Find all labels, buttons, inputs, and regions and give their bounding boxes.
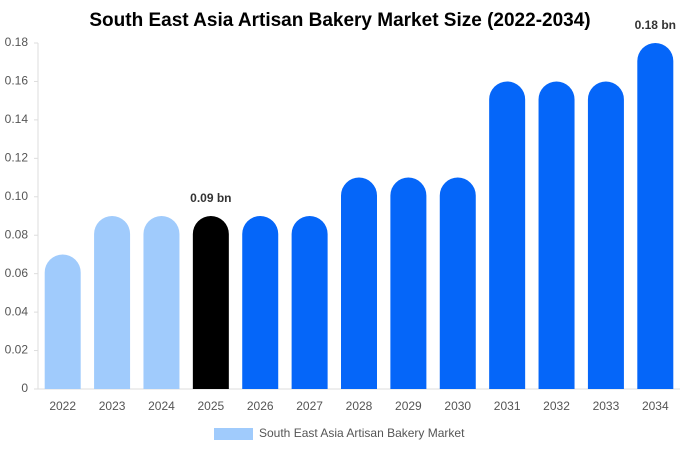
x-tick-label: 2022 [49,399,76,413]
bar [242,216,279,389]
x-tick-label: 2027 [296,399,323,413]
x-tick-label: 2025 [197,399,224,413]
bar [587,81,624,389]
data-label: 0.09 bn [190,191,231,205]
y-tick-label: 0.16 [5,74,29,88]
y-tick-label: 0.12 [5,151,29,165]
y-tick-label: 0.06 [5,266,29,280]
y-tick-label: 0.18 [5,35,29,49]
legend-swatch [214,428,253,440]
x-tick-label: 2034 [642,399,669,413]
y-tick-label: 0.04 [5,304,29,318]
bar [538,81,575,389]
bar [44,254,81,389]
bar [94,216,131,389]
x-tick-label: 2033 [593,399,620,413]
x-tick-label: 2032 [543,399,570,413]
y-tick-label: 0.08 [5,227,29,241]
data-label: 0.18 bn [635,18,676,32]
x-tick-label: 2026 [247,399,274,413]
bar [192,216,229,389]
y-tick-label: 0.14 [5,112,29,126]
bar [390,177,427,389]
chart-title: South East Asia Artisan Bakery Market Si… [89,10,590,31]
x-tick-label: 2031 [494,399,521,413]
x-tick-label: 2029 [395,399,422,413]
bar [143,216,180,389]
y-tick-label: 0.02 [5,343,29,357]
bar [291,216,328,389]
bar [637,43,674,389]
x-tick-label: 2024 [148,399,175,413]
bar [439,177,476,389]
y-tick-label: 0.10 [5,189,29,203]
bar [341,177,377,389]
x-tick-label: 2028 [346,399,373,413]
x-tick-label: 2030 [444,399,471,413]
legend-label: South East Asia Artisan Bakery Market [259,426,465,440]
y-tick-label: 0 [21,381,28,395]
bar [489,81,526,389]
x-tick-label: 2023 [99,399,126,413]
